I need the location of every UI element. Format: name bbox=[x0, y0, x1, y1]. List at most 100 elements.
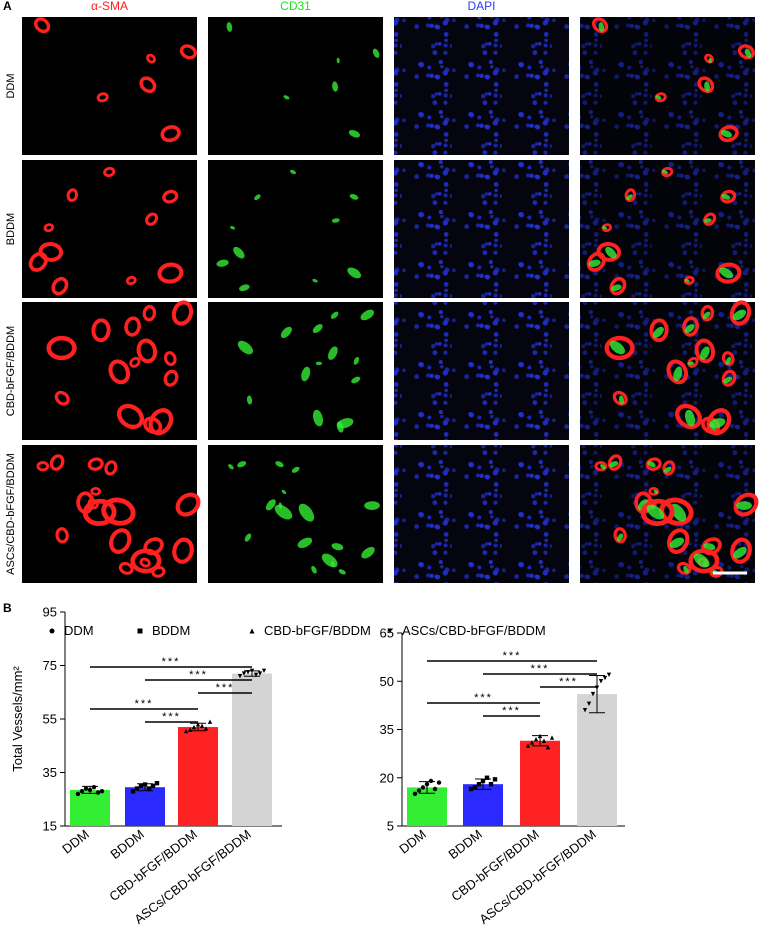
data-point bbox=[150, 783, 156, 789]
bar bbox=[125, 787, 165, 826]
vessel-ring bbox=[157, 262, 184, 284]
endothelium bbox=[661, 169, 669, 175]
endothelium bbox=[228, 464, 234, 470]
data-point bbox=[253, 672, 259, 678]
endothelium bbox=[289, 169, 297, 175]
vessel-ring bbox=[124, 316, 141, 337]
micrograph bbox=[394, 160, 569, 298]
row-label: CBD-bFGF/BDDM bbox=[5, 326, 17, 416]
endothelium bbox=[312, 409, 324, 427]
endothelium bbox=[337, 418, 354, 429]
micrograph-bg bbox=[208, 302, 383, 440]
vessel-ring bbox=[661, 166, 674, 178]
vessel-ring bbox=[662, 460, 676, 476]
endothelium bbox=[331, 218, 340, 223]
significance-label: *** bbox=[502, 705, 521, 717]
vessel-ring bbox=[171, 300, 194, 326]
micrograph bbox=[22, 17, 197, 155]
data-point bbox=[203, 726, 209, 731]
vessel-ring bbox=[51, 276, 69, 296]
vessel-ring bbox=[675, 403, 703, 430]
row-label: BDDM bbox=[5, 213, 17, 245]
vessel-ring bbox=[667, 528, 690, 555]
vessel-ring bbox=[103, 166, 116, 178]
vessel-ring bbox=[91, 318, 111, 343]
data-point bbox=[545, 744, 551, 750]
vessel-ring bbox=[733, 492, 759, 517]
endothelium bbox=[244, 533, 252, 542]
endothelium bbox=[233, 246, 245, 259]
vessel-ring bbox=[129, 356, 141, 368]
data-point bbox=[484, 775, 490, 780]
panel-label: A bbox=[3, 0, 12, 13]
significance-label: *** bbox=[135, 698, 154, 710]
vessel-ring bbox=[666, 359, 689, 385]
data-point bbox=[590, 691, 596, 697]
data-point bbox=[480, 778, 486, 784]
vessel-ring bbox=[139, 76, 157, 94]
endothelium bbox=[703, 543, 716, 551]
vessel-ring bbox=[682, 316, 699, 337]
legend-label: DDM bbox=[64, 623, 94, 638]
data-point bbox=[91, 785, 97, 790]
endothelium bbox=[693, 553, 710, 568]
micrograph-bg bbox=[394, 160, 569, 298]
vessel-ring bbox=[118, 561, 134, 575]
legend-label: BDDM bbox=[152, 623, 190, 638]
endothelium bbox=[336, 57, 340, 64]
endothelium bbox=[330, 311, 339, 319]
vessel-ring bbox=[649, 318, 669, 343]
vessel-ring bbox=[145, 212, 159, 226]
vessel-ring bbox=[700, 304, 715, 322]
data-point bbox=[199, 723, 205, 728]
endothelium bbox=[610, 284, 622, 292]
micrograph bbox=[22, 300, 197, 440]
endothelium bbox=[602, 226, 608, 230]
significance-label: *** bbox=[162, 656, 181, 668]
significance-label: *** bbox=[531, 663, 550, 675]
data-point bbox=[237, 674, 243, 679]
endothelium bbox=[353, 356, 360, 365]
endothelium bbox=[709, 418, 726, 429]
vessel-ring bbox=[640, 498, 675, 526]
significance-label: *** bbox=[162, 711, 181, 723]
legend-label: ASCs/CBD-bFGF/BDDM bbox=[402, 623, 546, 638]
endothelium bbox=[237, 461, 247, 468]
vessel-ring bbox=[604, 335, 635, 361]
endothelium bbox=[637, 499, 648, 511]
vessel-ring bbox=[659, 497, 694, 526]
vessel-ring bbox=[607, 454, 623, 471]
micrograph-bg bbox=[22, 160, 197, 298]
endothelium bbox=[652, 326, 664, 339]
endothelium bbox=[720, 129, 732, 138]
endothelium bbox=[301, 366, 311, 382]
vessel-ring bbox=[55, 527, 69, 544]
vessel-ring bbox=[146, 53, 156, 64]
vessel-ring bbox=[38, 241, 64, 262]
data-point bbox=[138, 783, 144, 789]
vessel-ring bbox=[609, 276, 627, 296]
legend-marker bbox=[249, 628, 255, 634]
endothelium bbox=[283, 95, 290, 100]
data-point bbox=[134, 786, 140, 791]
vessel-ring bbox=[90, 486, 102, 496]
endothelium bbox=[670, 503, 687, 522]
micrograph bbox=[580, 445, 759, 583]
micrograph bbox=[208, 302, 383, 440]
vessel-ring bbox=[718, 125, 739, 143]
bar bbox=[178, 727, 218, 826]
endothelium bbox=[723, 376, 733, 384]
y-tick-label: 20 bbox=[380, 770, 394, 785]
vessel-ring bbox=[687, 356, 699, 368]
endothelium bbox=[351, 376, 361, 384]
endothelium bbox=[684, 324, 695, 334]
endothelium bbox=[663, 466, 672, 473]
vessel-ring bbox=[720, 189, 737, 204]
y-tick-label: 15 bbox=[43, 819, 57, 834]
vessel-ring bbox=[96, 92, 109, 103]
endothelium bbox=[733, 546, 747, 559]
legend-marker bbox=[387, 628, 393, 634]
vessel-ring bbox=[624, 188, 637, 203]
vessel-ring bbox=[654, 92, 667, 103]
